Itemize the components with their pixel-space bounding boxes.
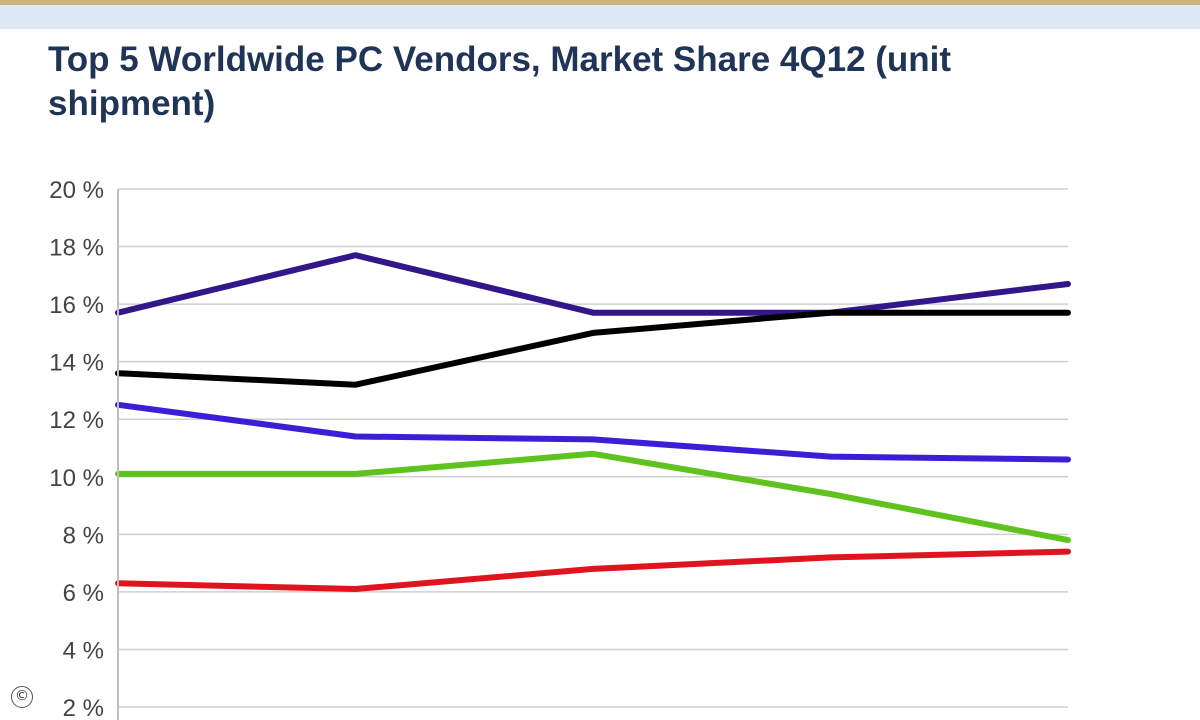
series-lines: [115, 252, 1071, 592]
copyright-icon: ©: [11, 686, 33, 708]
y-tick-label: 18 %: [49, 235, 104, 262]
top-border: [0, 0, 1200, 5]
y-tick-label: 16 %: [49, 292, 104, 319]
y-tick-label: 12 %: [49, 407, 104, 434]
series-line-3: [115, 401, 1071, 463]
y-tick-label: 6 %: [63, 580, 104, 607]
y-axis-ticks: 2 % 4 % 6 % 8 % 10 % 12 % 14 % 16 % 18 % 20 %: [49, 177, 104, 720]
y-tick-label: 10 %: [49, 465, 104, 492]
y-tick-label: 20 %: [49, 177, 104, 204]
y-tick-label: 4 %: [63, 637, 104, 664]
series-line-2: [115, 309, 1071, 388]
y-tick-label: 2 %: [63, 695, 104, 720]
series-line-1: [115, 252, 1071, 316]
series-line-4: [115, 450, 1071, 544]
header-band: [0, 5, 1200, 29]
y-tick-label: 8 %: [63, 522, 104, 549]
grid-lines: [118, 188, 1068, 708]
chart-title: Top 5 Worldwide PC Vendors, Market Share…: [48, 40, 952, 123]
series-line-5: [115, 548, 1071, 592]
y-tick-label: 14 %: [49, 350, 104, 377]
